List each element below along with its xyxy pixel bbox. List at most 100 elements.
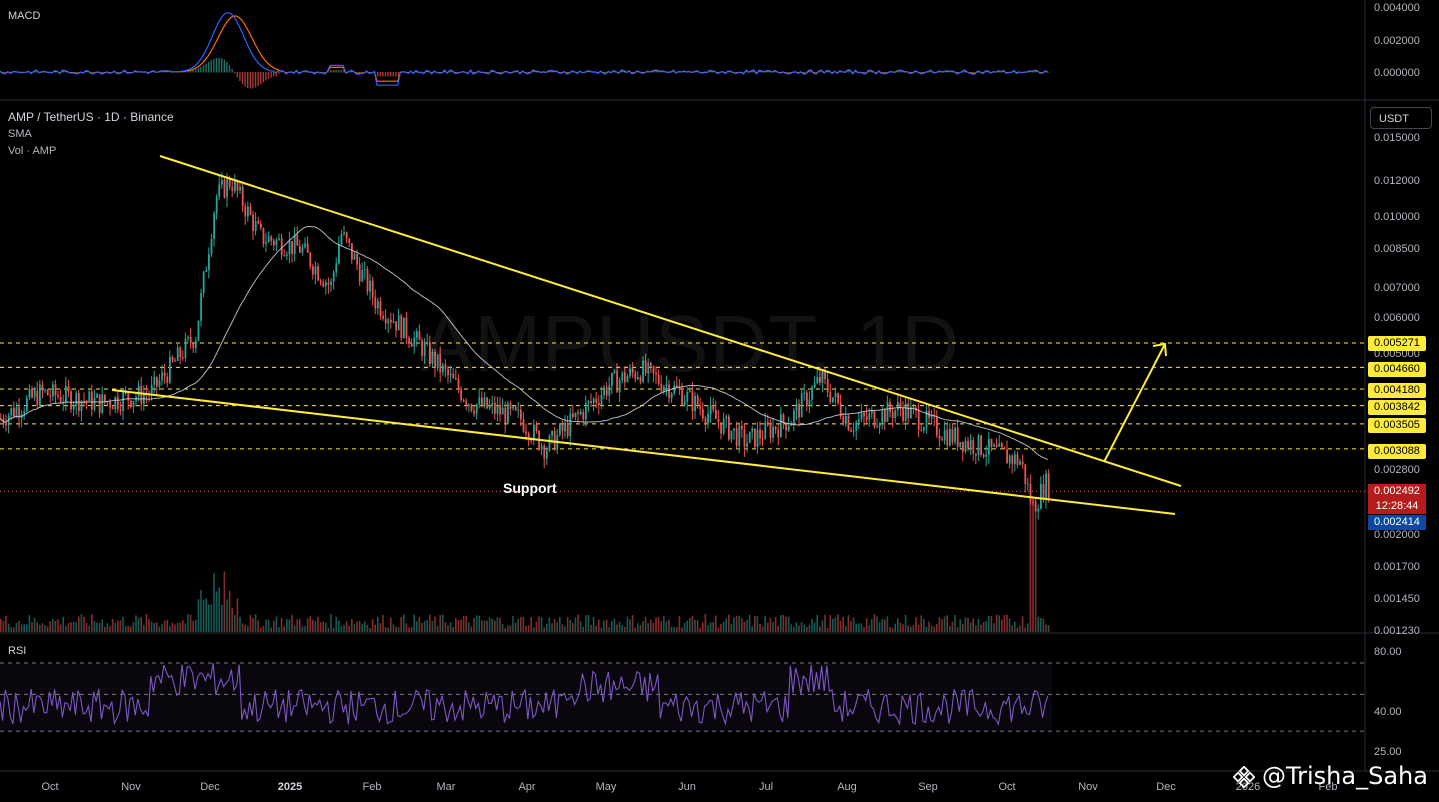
candle-body <box>179 347 182 358</box>
volume-bar <box>618 621 621 632</box>
macd-histogram-bar <box>767 71 769 73</box>
volume-bar <box>798 625 800 632</box>
price-axis-label: 0.001450 <box>1374 593 1420 605</box>
candle-body <box>782 414 785 424</box>
candle-body <box>826 378 829 393</box>
candle-body <box>228 179 231 187</box>
candle-body <box>964 440 967 452</box>
volume-bar <box>665 621 668 632</box>
candle-body <box>904 403 907 421</box>
candle-body <box>858 419 860 423</box>
volume-bar <box>457 619 460 632</box>
candle-body <box>829 392 832 402</box>
candle-body <box>247 206 249 217</box>
volume-bar <box>715 615 717 632</box>
candle-body <box>943 429 946 441</box>
volume-bar <box>197 599 200 632</box>
sma-indicator-label[interactable]: SMA <box>8 128 32 140</box>
macd-histogram-bar <box>213 58 215 73</box>
candle-body <box>920 429 923 431</box>
volume-bar <box>785 616 787 632</box>
candle-body <box>670 393 673 399</box>
macd-histogram-bar <box>65 71 67 73</box>
candle-body <box>431 351 434 364</box>
volume-bar <box>876 616 878 632</box>
macd-histogram-bar <box>335 70 337 73</box>
volume-bar <box>972 618 974 632</box>
volume-bar <box>236 598 239 632</box>
volume-bar <box>468 622 470 632</box>
candle-body <box>468 404 470 406</box>
candle-body <box>374 297 377 309</box>
candle-body <box>956 427 959 447</box>
candle-body <box>574 412 577 417</box>
volume-bar <box>249 615 252 632</box>
low-price-tag: 0.002414 <box>1368 515 1426 530</box>
volume-bar <box>847 615 850 632</box>
macd-histogram-bar <box>166 71 168 73</box>
candle-body <box>951 428 954 443</box>
volume-bar <box>182 620 184 632</box>
candle-body <box>361 270 364 282</box>
candle-body <box>202 271 205 294</box>
candle-body <box>140 385 143 404</box>
volume-bar <box>491 618 493 632</box>
volume-bar <box>902 624 904 632</box>
volume-indicator-label[interactable]: Vol · AMP <box>8 145 57 157</box>
volume-bar <box>15 622 18 632</box>
candle-body <box>676 385 678 388</box>
candle-body <box>655 373 657 375</box>
volume-bar <box>845 626 847 632</box>
candle-body <box>546 450 548 459</box>
macd-histogram-bar <box>169 71 171 73</box>
candle-body <box>169 356 171 383</box>
volume-bar <box>795 622 798 632</box>
volume-bar <box>413 614 415 632</box>
currency-selector-button[interactable]: USDT <box>1370 107 1432 129</box>
symbol-title[interactable]: AMP / TetherUS · 1D · Binance <box>8 110 174 124</box>
candle-body <box>517 409 520 411</box>
candle-body <box>163 372 166 377</box>
candle-body <box>824 371 826 379</box>
volume-bar <box>33 617 36 632</box>
volume-bar <box>462 615 465 632</box>
candle-body <box>65 386 67 403</box>
macd-histogram-bar <box>803 72 805 74</box>
volume-bar <box>122 616 124 632</box>
candle-body <box>309 252 312 267</box>
candle-body <box>23 411 26 415</box>
volume-bar <box>257 620 259 632</box>
candle-body <box>111 407 114 410</box>
volume-bar <box>538 616 540 632</box>
candle-body <box>184 338 187 358</box>
candle-body <box>751 428 754 432</box>
candle-body <box>756 429 759 447</box>
volume-bar <box>644 617 647 632</box>
candle-body <box>608 385 611 396</box>
macd-histogram-bar <box>566 72 569 74</box>
macd-histogram-bar <box>655 71 657 73</box>
candle-body <box>343 232 345 234</box>
candle-body <box>522 419 525 432</box>
volume-bar <box>985 620 987 632</box>
candle-body <box>652 366 655 374</box>
candle-body <box>540 445 543 450</box>
macd-histogram-bar <box>548 71 550 73</box>
volume-bar <box>127 625 129 632</box>
volume-bar <box>626 616 629 632</box>
volume-bar <box>587 614 590 632</box>
macd-histogram-bar <box>223 59 225 73</box>
volume-bar <box>444 622 447 632</box>
volume-bar <box>260 627 262 632</box>
volume-bar <box>1027 623 1029 632</box>
macd-histogram-bar <box>205 63 207 73</box>
time-axis-label: Feb <box>1318 781 1338 793</box>
candle-body <box>426 342 429 344</box>
macd-histogram-bar <box>91 72 93 73</box>
volume-bar <box>535 621 538 632</box>
volume-bar <box>49 621 51 632</box>
volume-bar <box>660 621 662 632</box>
volume-bar <box>803 624 805 632</box>
